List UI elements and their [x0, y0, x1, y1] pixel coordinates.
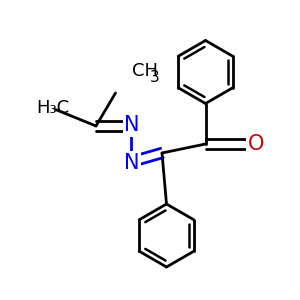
Text: O: O — [248, 134, 264, 154]
Text: CH: CH — [132, 62, 158, 80]
Text: 3: 3 — [149, 70, 159, 85]
Text: N: N — [124, 116, 140, 135]
Text: N: N — [124, 153, 140, 172]
Text: H₃C: H₃C — [36, 99, 69, 117]
